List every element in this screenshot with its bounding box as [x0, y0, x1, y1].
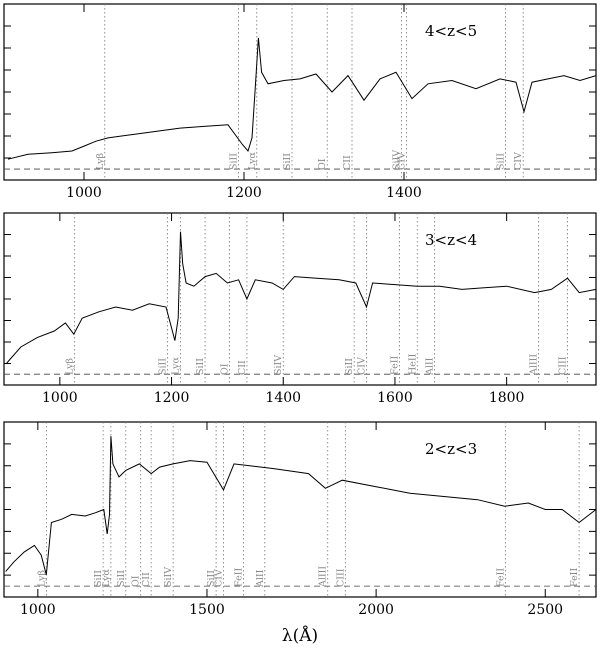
line-label: OI: [220, 363, 231, 375]
line-label: CIV: [356, 357, 367, 375]
x-tick-label: 1500: [189, 602, 225, 618]
spectrum-panel: Lyβ SiII Lyα SiII OI CII SiIV SiII CIV FeII HeII Al…: [3, 212, 597, 406]
line-label: OI: [131, 575, 142, 587]
x-tick-label: 2500: [527, 602, 563, 618]
line-label: FeII: [389, 356, 400, 375]
x-tick-label: 1400: [265, 390, 301, 406]
line-label: FeII: [495, 568, 506, 587]
x-tick-label: 1000: [66, 185, 102, 201]
line-label: SiII: [116, 570, 127, 587]
line-label: SiIV: [392, 150, 403, 170]
x-axis-label: λ(Å): [282, 625, 318, 646]
line-label: CII: [237, 360, 248, 375]
line-label: Lyα: [101, 568, 112, 587]
line-label: SiII: [206, 570, 217, 587]
line-label: AlII: [255, 569, 266, 588]
line-label: CII: [342, 155, 353, 170]
line-label: AlII: [425, 357, 436, 376]
panel-frame: [3, 3, 597, 181]
x-tick-label: 2000: [358, 602, 394, 618]
line-label: SiII: [496, 153, 507, 170]
line-label: SiII: [228, 153, 239, 170]
spectrum-line: [7, 37, 597, 160]
x-tick-label: 1200: [226, 185, 262, 201]
line-label: SiIV: [273, 355, 284, 375]
line-label: Lyα: [247, 151, 258, 170]
spectrum-line: [5, 436, 597, 575]
line-label: FeII: [569, 568, 580, 587]
line-label: CIII: [335, 568, 346, 587]
line-label: Lyβ: [37, 569, 48, 587]
spectrum-line: [6, 231, 597, 364]
x-tick-label: 1600: [377, 390, 413, 406]
line-label: Lyβ: [64, 357, 75, 375]
x-tick-label: 1000: [20, 602, 56, 618]
line-label: SiII: [282, 153, 293, 170]
line-label: Lyβ: [95, 152, 106, 170]
line-label: OI: [317, 158, 328, 170]
line-label: SiII: [93, 570, 104, 587]
x-tick-label: 1800: [489, 390, 525, 406]
panel-frame: [3, 212, 597, 386]
line-label: SiIV: [163, 567, 174, 587]
x-tick-label: 1400: [386, 185, 422, 201]
line-label: HeII: [407, 353, 418, 375]
line-label: CII: [141, 572, 152, 587]
line-label: FeII: [234, 568, 245, 587]
panel-label: 2<z<3: [425, 440, 477, 458]
panel-label: 4<z<5: [425, 22, 477, 40]
line-label: AlIII: [318, 566, 329, 588]
line-label: CIII: [558, 356, 569, 375]
x-tick-label: 1200: [154, 390, 190, 406]
line-label: AlIII: [528, 354, 539, 376]
line-label: CIV: [214, 569, 225, 587]
line-label: SiII: [344, 358, 355, 375]
x-tick-label: 1000: [42, 390, 78, 406]
line-label: SiII: [195, 358, 206, 375]
line-label: Lyα: [170, 356, 181, 375]
line-label: CIV: [396, 152, 407, 170]
line-label: CIV: [513, 152, 524, 170]
line-label: SiII: [158, 358, 169, 375]
panel-label: 3<z<4: [425, 231, 477, 249]
